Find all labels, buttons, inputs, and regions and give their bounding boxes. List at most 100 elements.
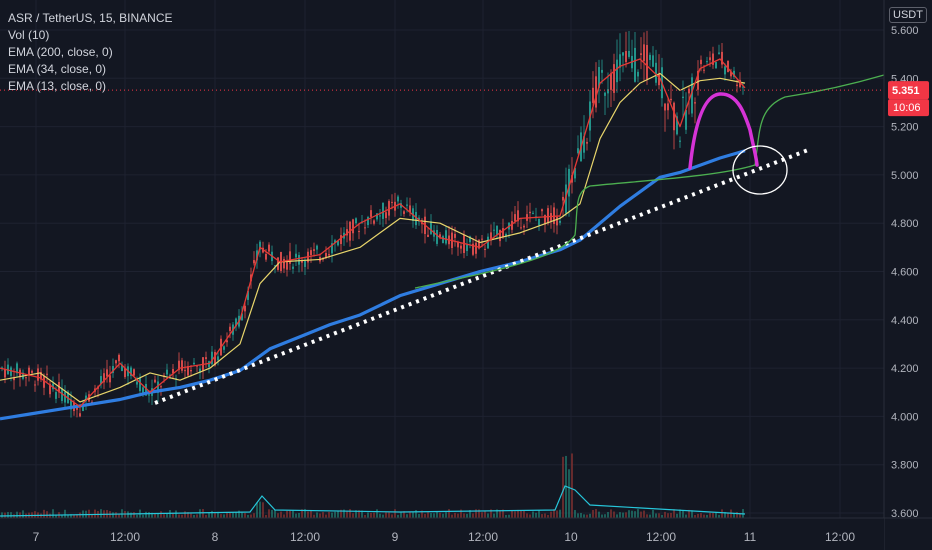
candle-body: [235, 318, 237, 327]
legend-item-ema200[interactable]: EMA (200, close, 0): [8, 45, 113, 59]
volume-bar: [619, 512, 621, 518]
candle-body: [115, 360, 117, 364]
volume-bar: [43, 509, 45, 518]
volume-bar: [301, 509, 303, 518]
volume-bar: [703, 514, 705, 518]
volume-bar: [493, 513, 495, 518]
volume-bar: [292, 510, 294, 518]
volume-bar: [511, 510, 513, 518]
volume-bar: [559, 509, 561, 518]
candle-body: [364, 227, 366, 229]
volume-bar: [196, 514, 198, 518]
candle-body: [268, 244, 270, 252]
volume-bar: [562, 456, 564, 518]
candle-body: [49, 383, 51, 395]
legend-item-ema34[interactable]: EMA (34, close, 0): [8, 62, 107, 76]
price-tick-label: 3.800: [891, 460, 919, 472]
candle-body: [259, 241, 261, 250]
time-tick-label: 7: [33, 530, 40, 544]
volume-bar: [52, 509, 54, 518]
volume-bar: [94, 509, 96, 518]
volume-bar: [163, 514, 165, 518]
price-unit-button[interactable]: USDT: [889, 7, 927, 23]
candle-body: [691, 77, 693, 114]
volume-bar: [289, 510, 291, 518]
volume-bar: [346, 510, 348, 518]
candle-body: [622, 52, 624, 56]
drawn-curve[interactable]: [414, 74, 885, 289]
volume-bar: [589, 513, 591, 518]
volume-bar: [235, 512, 237, 518]
volume-bar: [682, 510, 684, 518]
candle-body: [160, 386, 162, 388]
volume-bar: [508, 514, 510, 518]
candle-body: [676, 116, 678, 135]
volume-bar: [685, 514, 687, 518]
candle-body: [55, 392, 57, 399]
volume-bar: [388, 512, 390, 518]
legend-item-volume[interactable]: Vol (10): [8, 28, 50, 42]
time-tick-label: 11: [744, 530, 757, 544]
magenta-arc[interactable]: [688, 92, 759, 170]
candle-body: [373, 220, 375, 224]
candle-body: [205, 357, 207, 360]
volume-bar: [244, 513, 246, 518]
candle-body: [739, 79, 741, 88]
candle-body: [529, 211, 531, 214]
candle-body: [376, 213, 378, 220]
candle-body: [433, 230, 435, 237]
candle-body: [172, 369, 174, 374]
time-tick-label: 10: [564, 530, 578, 544]
candle-body: [457, 241, 459, 248]
candle-body: [673, 102, 675, 131]
price-tick-label: 4.400: [891, 315, 919, 327]
circle-annotation[interactable]: [732, 145, 788, 195]
price-tick-label: 4.600: [891, 267, 919, 279]
volume-bar: [283, 514, 285, 518]
volume-bar: [535, 512, 537, 518]
candle-body: [724, 66, 726, 75]
volume-bar: [553, 509, 555, 518]
volume-bar: [469, 510, 471, 518]
volume-bar: [391, 514, 393, 518]
volume-bar: [541, 514, 543, 518]
candle-body: [211, 351, 213, 365]
volume-bar: [262, 502, 264, 518]
candle-body: [736, 84, 738, 87]
candle-body: [397, 196, 399, 202]
volume-bar: [172, 512, 174, 518]
volume-bar: [427, 512, 429, 518]
candle-body: [229, 326, 231, 331]
volume-bar: [463, 513, 465, 518]
volume-bar: [46, 511, 48, 518]
volume-bar: [646, 514, 648, 518]
volume-bar: [4, 512, 6, 518]
volume-bar: [556, 510, 558, 518]
volume-bar: [184, 511, 186, 518]
volume-bar: [277, 513, 279, 518]
candle-body: [253, 260, 255, 264]
volume-bar: [226, 511, 228, 518]
price-tick-label: 4.800: [891, 218, 919, 230]
candle-body: [85, 395, 87, 402]
candle-body: [325, 252, 327, 258]
candle-body: [256, 250, 258, 261]
volume-bar: [1, 512, 3, 518]
candle-body: [595, 76, 597, 108]
volume-bar: [517, 509, 519, 518]
volume-bar: [238, 510, 240, 518]
candle-body: [568, 168, 570, 197]
volume-bar: [118, 513, 120, 518]
volume-bar: [637, 509, 639, 518]
volume-bar: [208, 512, 210, 518]
volume-bar: [487, 513, 489, 518]
legend-item-ema13[interactable]: EMA (13, close, 0): [8, 79, 107, 93]
volume-bar: [691, 510, 693, 518]
volume-bar: [367, 512, 369, 518]
volume-bar: [604, 514, 606, 518]
volume-bar: [253, 513, 255, 518]
volume-bar: [76, 514, 78, 518]
volume-bar: [595, 509, 597, 518]
